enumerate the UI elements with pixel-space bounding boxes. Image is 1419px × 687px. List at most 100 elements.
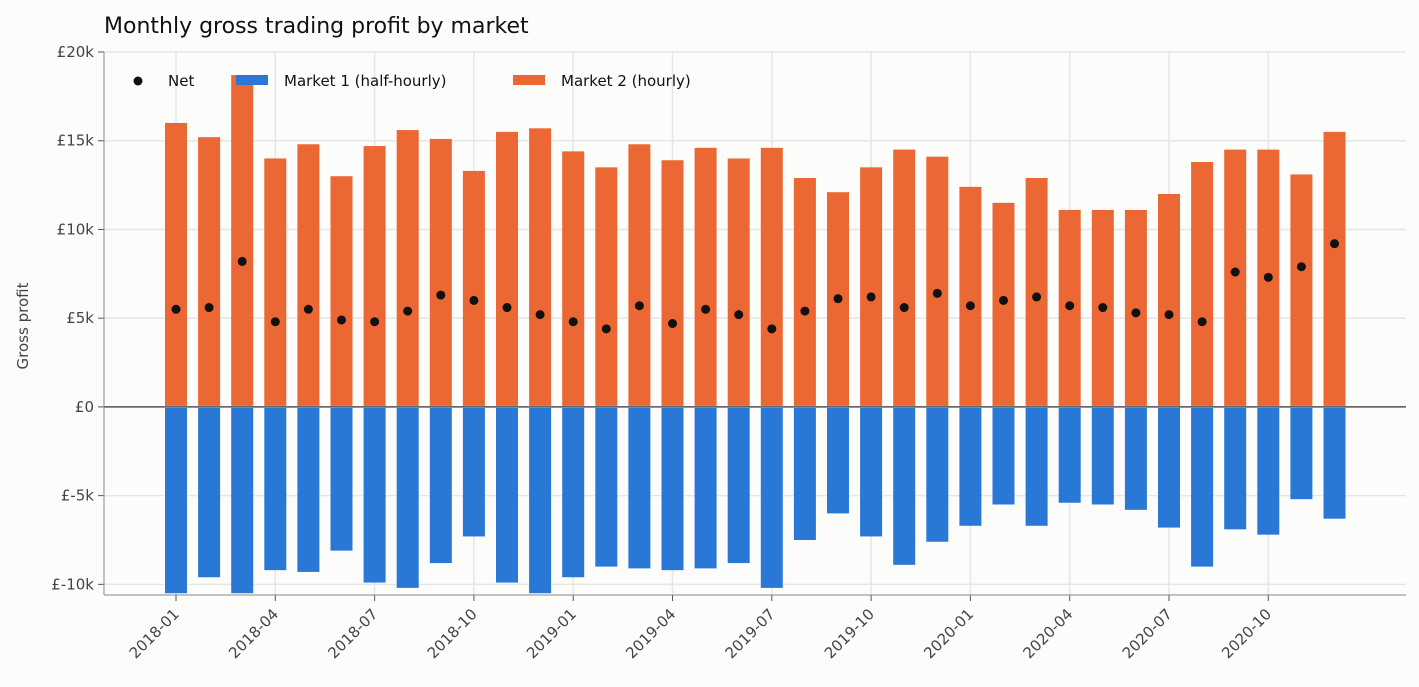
market-2-bar [165, 122, 187, 406]
market-2-bar [264, 158, 287, 406]
market-1-bar [1124, 407, 1147, 510]
market-1-bar [264, 407, 287, 571]
market-1-bar [297, 407, 320, 572]
net-point [1230, 267, 1240, 277]
y-tick-label: £0 [75, 398, 94, 416]
net-point [899, 303, 909, 313]
market-2-bar [1158, 193, 1180, 406]
market-1-bar [727, 407, 750, 564]
market-2-bar [462, 170, 485, 406]
x-tick-label: 2018-07 [324, 605, 381, 662]
market-2-bar [1124, 209, 1147, 406]
x-tick-label: 2019-04 [622, 605, 679, 662]
legend-market-2-swatch [513, 75, 545, 85]
market-1-bar [1058, 407, 1081, 503]
market-1-bar [1158, 407, 1180, 528]
market-1-bar [496, 407, 518, 583]
market-1-bar [1224, 407, 1247, 530]
market-2-bar [1290, 174, 1313, 406]
market-1-bar [893, 407, 916, 565]
y-axis: £-10k £-5k £0 £5k £10k £15k £20k [51, 43, 105, 595]
x-tick-label: 2018-04 [225, 605, 282, 662]
market-1-bar [793, 407, 816, 540]
market-1-bar [827, 407, 849, 514]
y-tick-label: £-10k [51, 575, 94, 593]
x-axis: 2018-01 2018-04 2018-07 2018-10 2019-01 2019-… [104, 594, 1406, 662]
market-2-bar [496, 131, 518, 406]
legend: Net Market 1 (half-hourly) Market 2 (hou… [133, 72, 691, 90]
market-2-bar [727, 158, 750, 406]
market-2-bar [1025, 177, 1048, 406]
market-2-bar [628, 144, 651, 406]
y-tick-label: £-5k [61, 487, 94, 505]
x-tick-label: 2019-07 [722, 605, 779, 662]
market-2-bar [760, 147, 783, 406]
market-1-bar [926, 407, 949, 542]
net-point [1131, 308, 1141, 318]
market-1-bar [1257, 407, 1280, 535]
chart-title: Monthly gross trading profit by market [104, 14, 529, 39]
net-point [1098, 303, 1108, 313]
net-point [601, 324, 611, 334]
market-2-bar [198, 137, 221, 406]
net-point [800, 306, 810, 316]
net-point [1330, 239, 1339, 249]
market-2-bar [562, 151, 585, 406]
x-tick-label: 2019-10 [821, 605, 878, 662]
net-point [237, 256, 247, 266]
net-point [1164, 310, 1174, 320]
market-2-bar [661, 160, 684, 406]
net-point [1065, 301, 1075, 311]
market-1-bar [860, 407, 883, 537]
market-1-bar [1290, 407, 1313, 500]
net-point [1263, 272, 1273, 282]
market-1-bar [992, 407, 1015, 505]
market-1-bar [429, 407, 452, 564]
net-point [999, 295, 1008, 305]
market-2-bar [893, 149, 916, 406]
market-2-bar [1224, 149, 1247, 406]
market-2-bar [926, 156, 949, 406]
market-2-bar [297, 144, 320, 406]
net-point [932, 288, 942, 298]
legend-market-2-label: Market 2 (hourly) [561, 72, 691, 90]
market-1-bar [529, 407, 552, 594]
market-1-bar [1091, 407, 1114, 505]
market-1-bar [1191, 407, 1214, 567]
net-point [171, 304, 181, 314]
x-tick-label: 2020-01 [920, 605, 977, 662]
legend-market-1-label: Market 1 (half-hourly) [284, 72, 447, 90]
market-1-bar [330, 407, 353, 551]
net-point [668, 319, 677, 328]
market-2-bar [396, 130, 419, 406]
y-tick-label: £10k [57, 220, 95, 238]
net-point [403, 306, 413, 316]
net-point [337, 315, 346, 325]
market-1-bar [462, 407, 485, 537]
market-1-bar [562, 407, 585, 578]
market-1-bar [363, 407, 386, 583]
market-1-bar [1025, 407, 1048, 526]
market-2-bar [231, 75, 254, 406]
legend-market-1-swatch [236, 75, 268, 85]
market-2-bar [529, 128, 552, 406]
market-1-bar [595, 407, 618, 567]
market-1-bar [1323, 407, 1346, 519]
market-1-bar [628, 407, 651, 569]
net-point [1296, 262, 1306, 272]
net-point [535, 310, 545, 320]
market-2-bars [165, 75, 1346, 406]
market-1-bar [198, 407, 221, 578]
net-point [204, 303, 214, 313]
net-point [767, 324, 777, 334]
x-tick-label: 2018-10 [424, 605, 481, 662]
market-2-bar [429, 138, 452, 406]
net-point [436, 290, 446, 300]
market-2-bar [793, 177, 816, 406]
net-point [502, 303, 512, 313]
legend-net-marker [133, 76, 143, 86]
market-1-bar [231, 407, 254, 594]
net-point [370, 317, 380, 327]
net-point [833, 294, 843, 304]
